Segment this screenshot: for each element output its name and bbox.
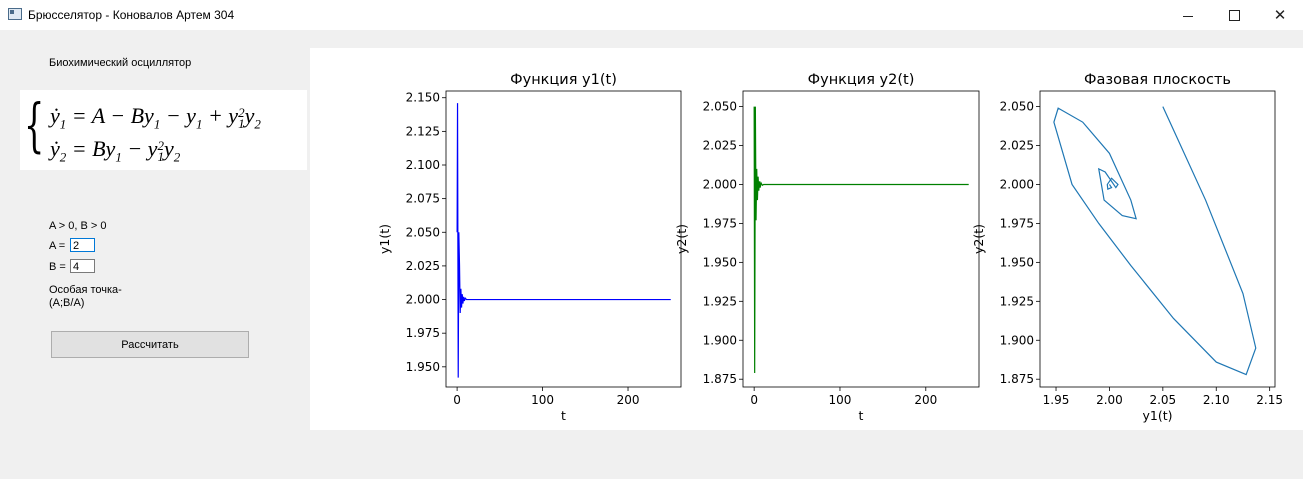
chart-1-ytick-label: 1.975 (406, 326, 440, 340)
chart-1-ytick-label: 2.050 (406, 225, 440, 239)
chart-2-xtick-label: 0 (750, 393, 758, 407)
chart-1-xtick-label: 200 (617, 393, 640, 407)
chart-2-ytick-label: 2.025 (703, 139, 737, 153)
singular-point-label: Особая точка- (49, 284, 122, 296)
eq2-t2: − y (127, 136, 158, 161)
chart-3-ytick-label: 2.050 (1000, 100, 1034, 114)
chart-2-xlabel: t (859, 408, 864, 423)
title-bar: Брюсселятор - Коновалов Артем 304 ✕ (0, 0, 1303, 30)
eq2-lhs-sub: 2 (59, 149, 67, 165)
eq2-lhs: y (50, 136, 60, 161)
chart-3-xlabel: y1(t) (1142, 408, 1172, 423)
eq2-t2-sup: 2 (157, 137, 164, 153)
eq1-t3: + y (207, 103, 239, 128)
plot-panel: 0 100 200 1.950 1.975 2.000 2.025 2.050 2.075 2.1… (310, 48, 1303, 430)
window-title: Брюсселятор - Коновалов Артем 304 (28, 8, 235, 22)
chart-3-ytick-label: 1.925 (1000, 294, 1034, 308)
chart-1-ytick-label: 1.950 (406, 360, 440, 374)
eq2-t1-sub: 1 (115, 149, 122, 165)
chart-3-ylabel: y2(t) (971, 224, 986, 254)
eq1-t4: y (244, 103, 255, 128)
condition-label: A > 0, B > 0 (49, 220, 107, 232)
chart-2-ylabel: y2(t) (674, 224, 689, 254)
chart-3-xtick-label: 2.00 (1096, 393, 1123, 407)
chart-1-series-line (456, 103, 671, 378)
chart-1-ylabel: y1(t) (377, 224, 392, 254)
chart-1-ytick-label: 2.075 (406, 192, 440, 206)
chart-3-series-line (1053, 106, 1257, 376)
eq1-rhs: = A − By (71, 103, 154, 128)
a-label: A = (49, 240, 66, 252)
eq1-t2-sub: 1 (195, 116, 203, 132)
calculate-button[interactable]: Рассчитать (51, 331, 249, 358)
chart-3-xtick-label: 1.95 (1043, 393, 1070, 407)
chart-1-ytick-label: 2.100 (406, 158, 440, 172)
chart-1-xlabel: t (561, 408, 566, 423)
chart-3-xtick-label: 2.15 (1256, 393, 1283, 407)
chart-2-ytick-label: 1.950 (703, 255, 737, 269)
chart-3-ytick-label: 2.025 (1000, 139, 1034, 153)
chart-2-ytick-label: 2.000 (703, 177, 737, 191)
chart-1-ytick-label: 2.150 (406, 91, 440, 105)
brace-icon: { (24, 91, 45, 159)
chart-2-ytick-label: 1.975 (703, 216, 737, 230)
chart-2: 0 100 200 1.875 1.900 1.925 1.950 1.975 2.000 2.0… (674, 72, 980, 423)
chart-3-frame (1039, 90, 1276, 388)
chart-3-xtick-label: 2.05 (1149, 393, 1176, 407)
eq2-rhs: = By (71, 136, 116, 161)
close-button[interactable]: ✕ (1257, 0, 1303, 30)
chart-2-series-line (753, 106, 969, 373)
chart-3: 1.95 2.00 2.05 2.10 2.15 1.875 1.900 1.925 1.950… (971, 72, 1283, 423)
heading-label: Биохимический осциллятор (49, 57, 192, 69)
chart-3-ytick-label: 1.950 (1000, 255, 1034, 269)
chart-1-ytick-label: 2.025 (406, 259, 440, 273)
chart-1-ytick-label: 2.125 (406, 124, 440, 138)
eq2-t3: y (163, 136, 174, 161)
singular-point-formula: (A;B/A) (49, 297, 85, 309)
eq1-t3-sup: 2 (238, 104, 245, 120)
eq1-t3-sub: 1 (238, 115, 245, 131)
eq1-lhs-sub: 1 (59, 116, 67, 132)
chart-2-ytick-label: 1.925 (703, 294, 737, 308)
eq2-t2-sub: 1 (157, 148, 164, 164)
chart-1-frame (445, 90, 682, 388)
maximize-button[interactable] (1211, 0, 1257, 30)
chart-3-xtick-label: 2.10 (1203, 393, 1230, 407)
chart-2-ytick-label: 2.050 (703, 100, 737, 114)
a-input[interactable]: 2 (70, 238, 95, 252)
eq1-lhs: y (50, 103, 60, 128)
b-input[interactable]: 4 (70, 259, 95, 273)
minimize-button[interactable] (1165, 0, 1211, 30)
chart-1: 0 100 200 1.950 1.975 2.000 2.025 2.050 2.075 2.1… (377, 72, 682, 423)
chart-2-title: Функция y2(t) (808, 72, 915, 88)
chart-3-ytick-label: 1.975 (1000, 216, 1034, 230)
app-icon (8, 8, 22, 20)
chart-2-xtick-label: 100 (829, 393, 852, 407)
chart-3-ytick-label: 1.900 (1000, 333, 1034, 347)
eq1-t4-sub: 2 (254, 116, 261, 132)
chart-2-frame (742, 90, 980, 388)
minimize-icon (1183, 15, 1193, 17)
chart-2-xtick-label: 200 (914, 393, 937, 407)
chart-2-ytick-label: 1.900 (703, 333, 737, 347)
chart-1-ytick-label: 2.000 (406, 293, 440, 307)
chart-1-title: Функция y1(t) (510, 72, 617, 88)
eq2-t3-sub: 2 (173, 149, 181, 165)
chart-1-xtick-label: 0 (453, 393, 461, 407)
b-label: B = (49, 261, 66, 273)
eq1-t1-sub: 1 (153, 116, 161, 132)
chart-2-ytick-label: 1.875 (703, 372, 737, 386)
eq1-t2: − y (165, 103, 196, 128)
plots-canvas: 0 100 2001.9501.9752.0002.0252.0502.0752.1… (377, 72, 1283, 423)
chart-3-ytick-label: 1.875 (1000, 372, 1034, 386)
chart-3-title: Фазовая плоскость (1084, 72, 1231, 88)
chart-3-ytick-label: 2.000 (1000, 177, 1034, 191)
close-icon: ✕ (1273, 7, 1287, 24)
maximize-icon (1228, 9, 1240, 21)
chart-1-xtick-label: 100 (531, 393, 554, 407)
